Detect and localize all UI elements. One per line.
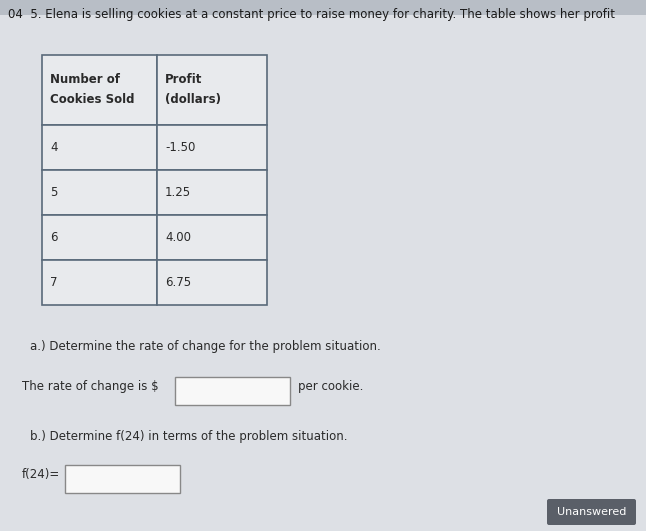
Text: The rate of change is $: The rate of change is $ [22,380,159,393]
Text: 7: 7 [50,276,57,289]
Text: 4: 4 [50,141,57,154]
Bar [42,215,157,260]
Bar [157,170,267,215]
Bar [42,260,157,305]
Text: 4.00: 4.00 [165,231,191,244]
FancyBboxPatch shape [0,15,646,531]
Bar [42,125,157,170]
Bar [157,215,267,260]
Bar [42,55,157,125]
Text: -1.50: -1.50 [165,141,195,154]
Text: Number of: Number of [50,73,120,86]
Bar [157,260,267,305]
Text: f(24)=: f(24)= [22,468,60,481]
Text: 6: 6 [50,231,57,244]
Text: 1.25: 1.25 [165,186,191,199]
Text: 5: 5 [50,186,57,199]
Bar [175,377,290,405]
Text: (dollars): (dollars) [165,93,221,106]
FancyBboxPatch shape [547,499,636,525]
Bar [157,55,267,125]
Text: b.) Determine f(24) in terms of the problem situation.: b.) Determine f(24) in terms of the prob… [30,430,348,443]
Text: Cookies Sold: Cookies Sold [50,93,134,106]
Text: Unanswered: Unanswered [557,507,626,517]
Bar [157,125,267,170]
Bar [65,465,180,493]
Text: per cookie.: per cookie. [298,380,363,393]
Bar [42,170,157,215]
Text: a.) Determine the rate of change for the problem situation.: a.) Determine the rate of change for the… [30,340,380,353]
Text: 6.75: 6.75 [165,276,191,289]
Text: 04  5. Elena is selling cookies at a constant price to raise money for charity. : 04 5. Elena is selling cookies at a cons… [8,8,615,21]
Text: Profit: Profit [165,73,202,86]
